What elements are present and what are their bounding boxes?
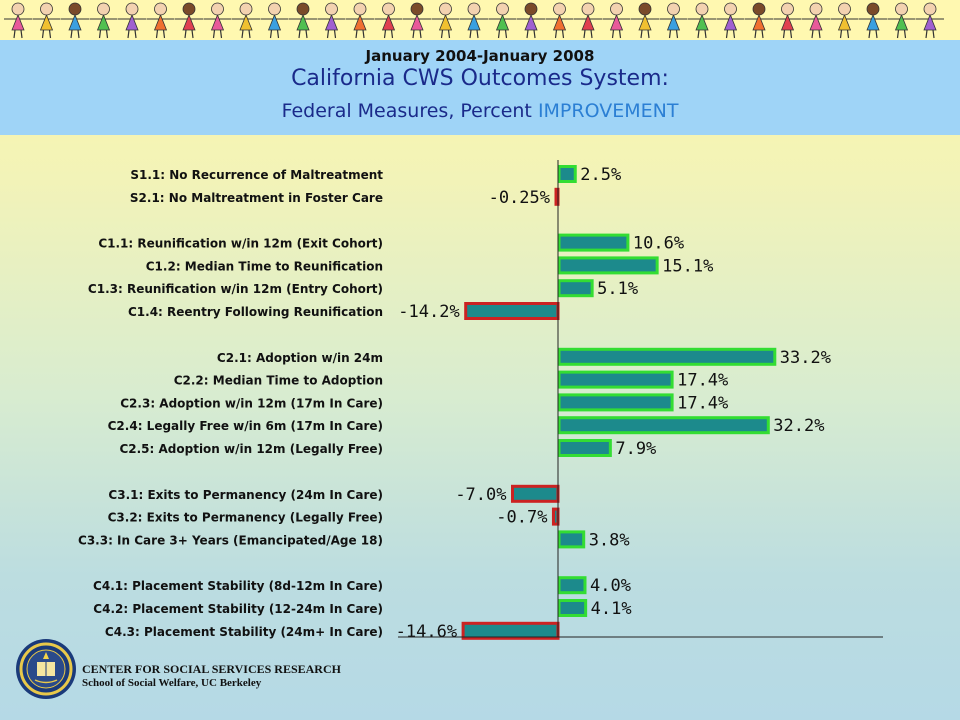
category-label: C1.4: Reentry Following Reunification xyxy=(128,305,383,319)
positive-bar xyxy=(557,233,630,252)
child-figure-icon xyxy=(232,2,260,39)
value-label: 32.2% xyxy=(773,416,824,436)
positive-bar xyxy=(557,347,777,366)
value-label: 4.0% xyxy=(590,576,631,596)
header-band xyxy=(0,40,960,135)
value-label: -0.7% xyxy=(496,508,547,528)
child-figure-icon xyxy=(374,2,403,39)
child-figure-icon xyxy=(830,2,859,39)
child-figure-icon xyxy=(659,2,688,39)
child-figure-icon xyxy=(773,2,802,39)
category-label: C2.1: Adoption w/in 24m xyxy=(217,351,383,365)
value-label: -14.2% xyxy=(398,302,459,322)
child-figure-icon xyxy=(89,2,118,39)
positive-bar xyxy=(557,393,674,412)
child-figure-icon xyxy=(802,2,830,39)
child-figure-icon xyxy=(545,2,574,39)
positive-bar xyxy=(557,370,674,389)
positive-bar xyxy=(557,256,659,275)
category-label: C1.3: Reunification w/in 12m (Entry Coho… xyxy=(88,282,383,296)
footer-school-name: School of Social Welfare, UC Berkeley xyxy=(82,677,262,689)
category-label: C3.1: Exits to Permanency (24m In Care) xyxy=(108,488,383,502)
value-label: 2.5% xyxy=(580,165,621,185)
date-range: January 2004-January 2008 xyxy=(365,47,595,65)
category-labels: S1.1: No Recurrence of Maltreatment S2.1:… xyxy=(78,168,383,639)
child-figure-icon xyxy=(403,2,431,39)
category-label: C2.5: Adoption w/in 12m (Legally Free) xyxy=(119,442,383,456)
child-figure-icon xyxy=(146,2,175,39)
value-label: 15.1% xyxy=(662,256,713,276)
child-figure-icon xyxy=(631,2,659,39)
positive-bar xyxy=(557,165,577,183)
child-figure-icon xyxy=(602,2,631,39)
child-figure-icon xyxy=(460,2,488,39)
child-figure-icon xyxy=(517,2,545,39)
value-labels: 2.5% -0.25% 10.6%15.1% 5.1% -14.2% 33.2% 17.4%… xyxy=(396,165,831,642)
category-label: C2.4: Legally Free w/in 6m (17m In Care) xyxy=(108,419,383,433)
chart-bars xyxy=(461,165,777,640)
positive-bar xyxy=(557,530,586,549)
category-label: S1.1: No Recurrence of Maltreatment xyxy=(130,168,383,182)
category-label: C3.2: Exits to Permanency (Legally Free) xyxy=(108,511,383,525)
negative-bar xyxy=(464,302,560,320)
value-label: 3.8% xyxy=(589,530,630,550)
child-figure-icon xyxy=(859,2,887,39)
subtitle-highlight: IMPROVEMENT xyxy=(537,100,679,122)
value-label: -14.6% xyxy=(396,622,457,642)
subtitle-prefix: Federal Measures, Percent xyxy=(281,100,538,122)
negative-bar xyxy=(511,484,560,503)
child-figure-icon xyxy=(61,2,89,39)
child-figure-icon xyxy=(688,2,716,39)
child-figure-icon xyxy=(887,2,916,39)
category-label: C4.1: Placement Stability (8d-12m In Car… xyxy=(93,579,383,593)
child-figure-icon xyxy=(203,2,232,39)
positive-bar xyxy=(557,576,587,595)
positive-bar xyxy=(557,439,612,457)
value-label: 4.1% xyxy=(591,599,632,619)
child-figure-icon xyxy=(574,2,602,39)
negative-bar xyxy=(461,621,560,640)
value-label: 7.9% xyxy=(615,439,656,459)
value-label: 5.1% xyxy=(597,279,638,299)
category-label: C1.1: Reunification w/in 12m (Exit Cohor… xyxy=(98,237,383,251)
child-figure-icon xyxy=(260,2,289,39)
positive-bar xyxy=(557,599,588,617)
children-holding-hands-icon xyxy=(4,2,944,39)
value-label: 10.6% xyxy=(633,234,684,254)
category-label: C2.2: Median Time to Adoption xyxy=(174,374,383,388)
child-figure-icon xyxy=(289,2,317,39)
child-figure-icon xyxy=(745,2,773,39)
category-label: C1.2: Median Time to Reunification xyxy=(146,259,383,273)
value-label: -7.0% xyxy=(455,485,506,505)
negative-bar xyxy=(551,507,560,526)
child-figure-icon xyxy=(175,2,203,39)
category-label: C4.3: Placement Stability (24m+ In Care) xyxy=(105,625,383,639)
page-title: California CWS Outcomes System: xyxy=(291,66,669,91)
child-figure-icon xyxy=(32,2,61,39)
child-figure-icon xyxy=(488,2,517,39)
child-figure-icon xyxy=(716,2,745,39)
category-label: C3.3: In Care 3+ Years (Emancipated/Age … xyxy=(78,533,383,547)
page-subtitle: Federal Measures, Percent IMPROVEMENT xyxy=(0,100,960,122)
child-figure-icon xyxy=(916,2,944,39)
decorative-banner xyxy=(0,0,960,40)
university-seal-icon xyxy=(16,639,76,699)
footer-center-name: CENTER FOR SOCIAL SERVICES RESEARCH xyxy=(82,662,341,676)
child-figure-icon xyxy=(431,2,460,39)
value-label: 17.4% xyxy=(677,393,728,413)
child-figure-icon xyxy=(317,2,346,39)
category-label: S2.1: No Maltreatment in Foster Care xyxy=(130,191,383,205)
positive-bar xyxy=(557,416,770,435)
positive-bar xyxy=(557,279,594,298)
value-label: -0.25% xyxy=(489,188,550,208)
child-figure-icon xyxy=(118,2,146,39)
value-label: 33.2% xyxy=(780,348,831,368)
child-figure-icon xyxy=(4,2,32,39)
value-label: 17.4% xyxy=(677,371,728,391)
footer: CENTER FOR SOCIAL SERVICES RESEARCH Scho… xyxy=(82,662,341,689)
category-label: C2.3: Adoption w/in 12m (17m In Care) xyxy=(120,396,383,410)
category-label: C4.2: Placement Stability (12-24m In Car… xyxy=(93,602,383,616)
child-figure-icon xyxy=(346,2,374,39)
